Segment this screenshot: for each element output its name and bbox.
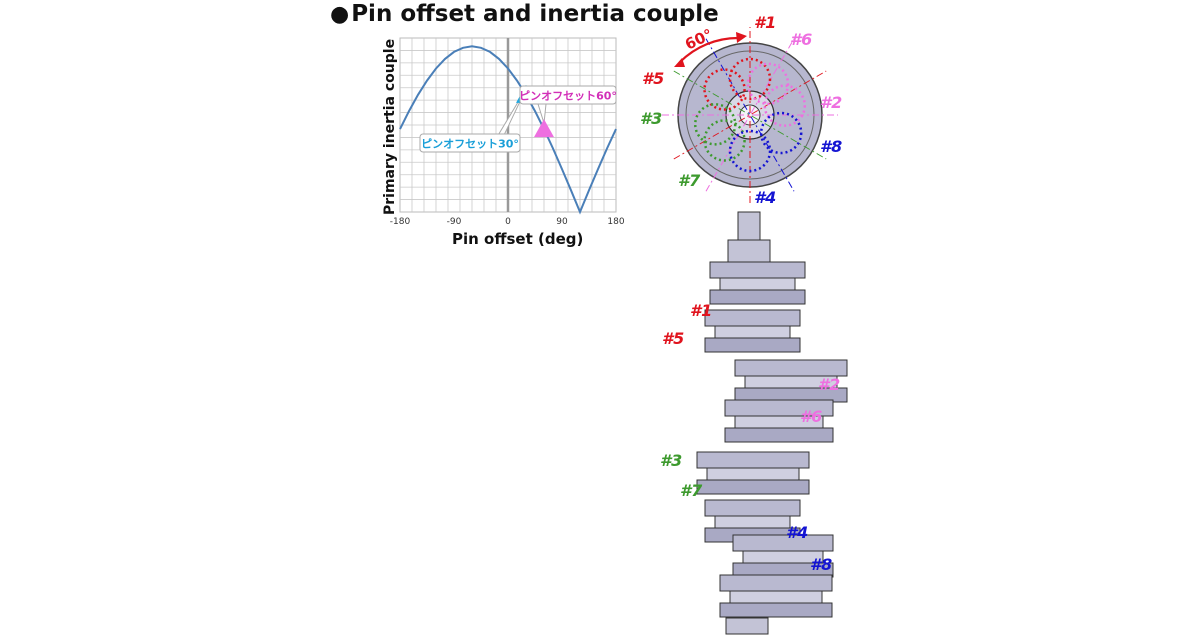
diagram-svg: 60°#1#6#5#2#3#8#7#4#1#5#2#6#3#7#4#8 [640,13,848,635]
crank-phase-axis [705,38,795,192]
crank-web-lower [696,479,810,495]
crank-phase-axis [705,38,795,192]
crank-web [732,534,834,552]
chart-svg: -180 -90 0 90 180 ピンオフセット30° ピンオフセット60° [390,37,625,227]
annotation-label: ピンオフセット60° [519,90,617,103]
side-view-label-cyl-4: #4 [786,523,808,542]
front-view-label-cyl-6: #6 [790,30,812,49]
crank-web [696,451,810,469]
crank-pin-journal [719,277,796,291]
side-view-label-cyl-6: #6 [800,407,822,426]
chart-x-tick-label: 90 [556,217,568,227]
front-view-label-cyl-3: #3 [640,109,662,128]
title-bullet: ● [330,2,350,27]
crank-phase-axis [673,70,827,160]
annotation-pin-offset-60: ピンオフセット60° [519,85,617,138]
front-view-label-cyl-1: #1 [754,13,776,32]
crank-web [719,574,833,592]
chart-x-tick-label: 0 [505,217,511,227]
title-text: Pin offset and inertia couple [351,1,719,27]
crank-phase-axis [673,70,827,160]
crank-front-journal [727,239,771,263]
crank-rear-flange [725,617,769,635]
side-view-label-cyl-8: #8 [810,555,832,574]
side-view-label-cyl-2: #2 [818,375,840,394]
cyl-7-pin [703,119,746,162]
annotation-pin-offset-30: ピンオフセット30° [419,84,536,153]
cyl-1-pin [728,57,772,101]
front-view-label-cyl-5: #5 [642,69,664,88]
crank-pin-journal [714,515,791,529]
angle-arrow-head-left [674,58,685,67]
cyl-8-pin [759,111,803,155]
crank-web-lower [724,427,834,443]
side-view-label-cyl-7: #7 [680,481,703,500]
chart-x-tick-label: 180 [607,217,624,227]
crank-pin-journal [714,325,791,339]
page-title: ●Pin offset and inertia couple [330,0,719,29]
inertia-couple-chart: -180 -90 0 90 180 ピンオフセット30° ピンオフセット60° [378,30,640,260]
side-view-label-cyl-1: #1 [690,301,712,320]
crank-web [704,499,801,517]
annotation-box [419,133,521,153]
crank-pin-journal [729,590,823,604]
chart-series-line [399,45,617,215]
front-view-label-cyl-8: #8 [820,137,842,156]
crankshaft-diagram: 60° #1 #6 #5 #2 #3 #8 #7 #4 #1 #5 #2 #6 #3 #7 #4 #8 [630,0,870,636]
cyl-4-pin [728,129,772,173]
front-view-label-cyl-4: #4 [754,188,776,207]
front-view-label-cyl-2: #2 [820,93,842,112]
front-view-label-cyl-7: #7 [678,171,701,190]
side-view-label-cyl-3: #3 [660,451,682,470]
crank-web-lower [719,602,833,618]
crank-web-lower [709,289,806,305]
chart-x-tick-label: -180 [390,217,411,227]
crank-nose [737,211,761,243]
annotation-box [519,85,617,105]
cyl-6-pin [746,62,790,106]
crank-web [709,261,806,279]
side-view-label-cyl-5: #5 [662,329,684,348]
crank-pin-journal [706,467,800,481]
cyl-2-pin [763,84,807,127]
chart-x-axis-label: Pin offset (deg) [452,230,584,248]
crank-web [704,309,801,327]
angle-arc [679,36,739,63]
angle-arrow-head-right [736,32,747,43]
crank-web-lower [704,337,801,353]
chart-x-tick-label: -90 [447,217,462,227]
angle-label: 60° [682,25,715,53]
annotation-label: ピンオフセット30° [421,138,519,151]
crank-web [734,359,848,377]
annotation-triangle-marker [534,119,554,138]
